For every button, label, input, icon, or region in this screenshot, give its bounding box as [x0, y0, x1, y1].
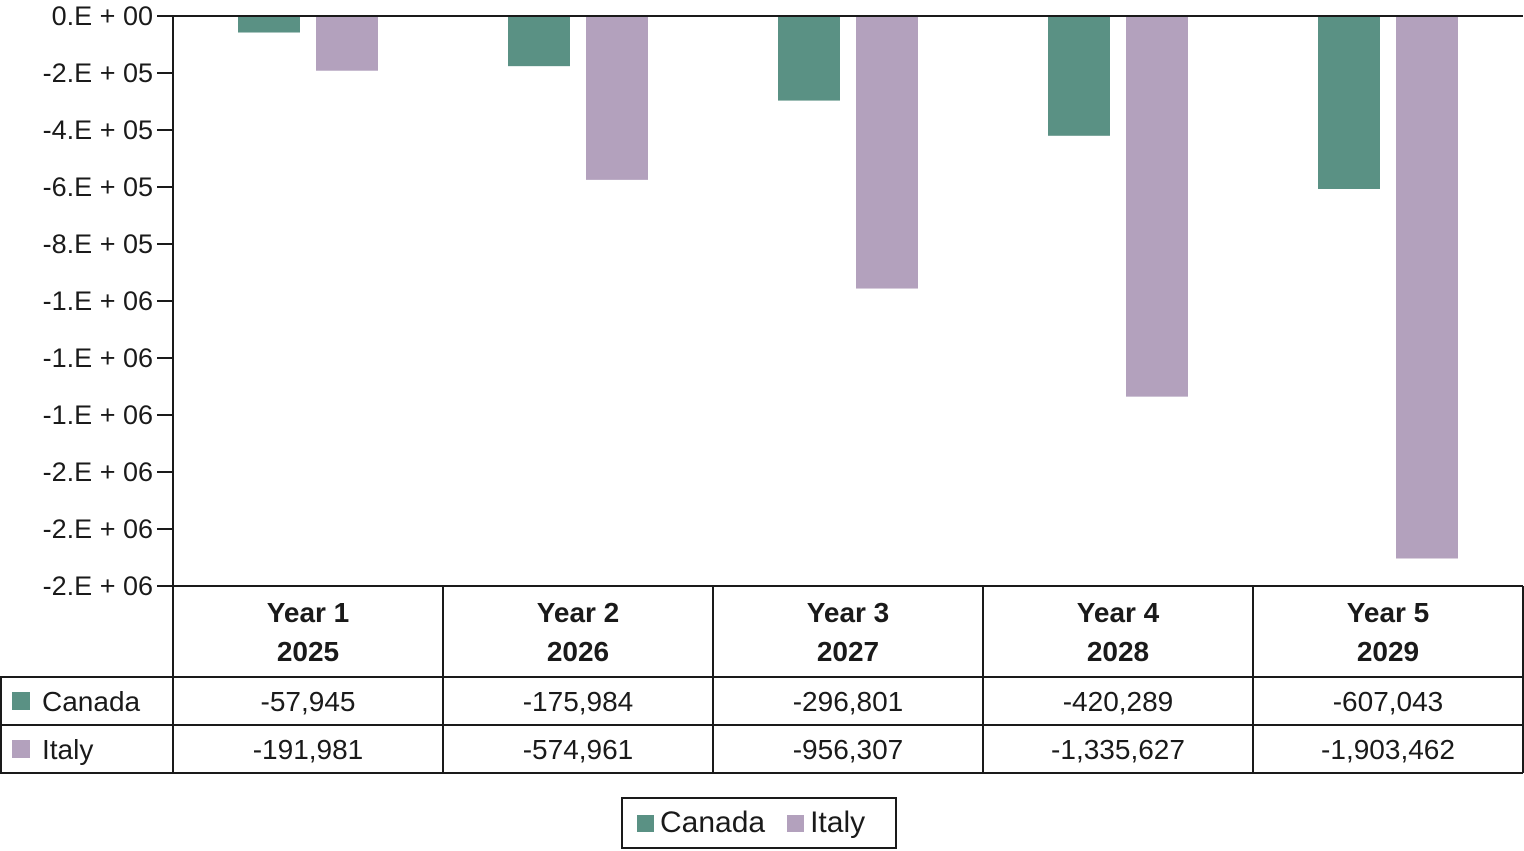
y-tick-label: -2.E + 06	[43, 571, 153, 601]
table-cell-value: -1,335,627	[1051, 734, 1185, 765]
data-table: Year 1 2025 Year 2 2026 Year 3 2027 Year 4 2028…	[0, 585, 1524, 774]
bar-canada-2	[508, 16, 570, 67]
table-cell-value: -1,903,462	[1321, 734, 1455, 765]
legend-swatch-canada	[637, 814, 654, 832]
legend: Canada Italy	[621, 797, 897, 849]
table-series-name: Canada	[42, 686, 141, 717]
table-cell-value: -574,961	[523, 734, 634, 765]
category-label-calendar-year: 2025	[277, 636, 339, 667]
y-tick-label: -4.E + 05	[43, 115, 153, 145]
y-tick-label: -1.E + 06	[43, 343, 153, 373]
bar-italy-4	[1126, 16, 1188, 397]
y-tick-label: -1.E + 06	[43, 400, 153, 430]
legend-item-italy: Italy	[787, 808, 865, 838]
y-tick-label: -6.E + 05	[43, 172, 153, 202]
legend-label-canada: Canada	[660, 806, 766, 839]
category-label-year: Year 3	[807, 597, 890, 628]
y-tick-label: -2.E + 06	[43, 514, 153, 544]
category-label-year: Year 1	[267, 597, 350, 628]
category-label-calendar-year: 2027	[817, 636, 879, 667]
bar-canada-4	[1048, 16, 1110, 136]
bar-italy-3	[856, 16, 918, 289]
table-cell-value: -420,289	[1063, 686, 1174, 717]
table-cell-value: -191,981	[253, 734, 364, 765]
y-tick-label: -1.E + 06	[43, 286, 153, 316]
table-swatch-italy	[12, 740, 30, 758]
table-cell-value: -607,043	[1333, 686, 1444, 717]
table-cell-value: -296,801	[793, 686, 904, 717]
category-label-calendar-year: 2028	[1087, 636, 1149, 667]
y-tick-label: -2.E + 05	[43, 58, 153, 88]
bars-group	[238, 16, 1458, 559]
legend-label-italy: Italy	[810, 806, 866, 839]
bar-canada-1	[238, 16, 300, 33]
y-tick-label: 0.E + 00	[52, 1, 153, 31]
table-series-name: Italy	[42, 734, 93, 765]
bar-canada-3	[778, 16, 840, 101]
table-cell-value: -175,984	[523, 686, 634, 717]
bar-italy-2	[586, 16, 648, 180]
category-label-year: Year 4	[1077, 597, 1160, 628]
bar-italy-1	[316, 16, 378, 71]
category-label-year: Year 2	[537, 597, 620, 628]
table-cell-value: -57,945	[261, 686, 356, 717]
category-label-calendar-year: 2026	[547, 636, 609, 667]
bar-canada-5	[1318, 16, 1380, 190]
y-axis: 0.E + 00 -2.E + 05 -4.E + 05 -6.E + 05 -8.E …	[43, 1, 1523, 601]
y-tick-label: -2.E + 06	[43, 457, 153, 487]
bar-italy-5	[1396, 16, 1458, 559]
table-cell-value: -956,307	[793, 734, 904, 765]
category-label-calendar-year: 2029	[1357, 636, 1419, 667]
legend-item-canada: Canada	[637, 808, 765, 838]
category-label-year: Year 5	[1347, 597, 1430, 628]
table-swatch-canada	[12, 692, 30, 710]
y-tick-label: -8.E + 05	[43, 229, 153, 259]
legend-swatch-italy	[787, 814, 805, 832]
